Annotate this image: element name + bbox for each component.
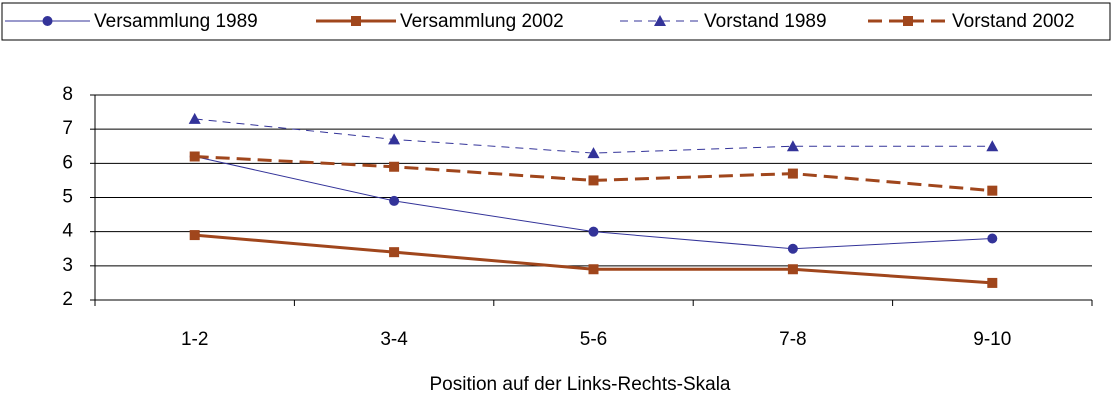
x-tick-label: 5-6 [580,329,607,350]
data-point [587,147,600,159]
data-point [588,264,599,275]
series-line [194,118,993,154]
data-point [389,247,400,258]
legend-label: Versammlung 1989 [94,11,258,32]
legend-label: Vorstand 2002 [952,11,1075,32]
data-point [787,243,798,254]
y-tick-label: 8 [62,84,73,105]
data-point [987,185,998,196]
y-tick-label: 6 [62,152,73,173]
series-line [194,155,993,193]
data-point [986,140,999,152]
legend-box [1,2,1111,41]
data-point [987,277,998,288]
x-tick-label: 7-8 [779,329,806,350]
data-point [588,226,599,237]
data-point [388,133,401,145]
data-point [189,151,200,162]
y-tick-label: 4 [62,221,73,242]
legend-marker [42,16,53,26]
data-point [389,161,400,172]
data-point [987,233,998,244]
data-point [189,230,200,241]
y-tick-label: 3 [62,255,73,276]
data-point [389,195,400,206]
y-tick-label: 2 [62,289,73,310]
data-point [588,175,599,186]
x-tick-label: 9-10 [973,329,1011,350]
legend-label: Versammlung 2002 [400,11,564,32]
data-point [188,112,201,124]
x-tick-label: 3-4 [380,329,408,350]
x-tick-label: 1-2 [181,329,208,350]
data-point [787,168,798,179]
legend-marker [903,16,913,26]
x-axis-label: Position auf der Links-Rechts-Skala [430,374,731,395]
legend-marker [654,15,666,26]
legend-label: Vorstand 1989 [704,11,827,32]
series-line [194,233,993,285]
data-point [786,140,799,152]
y-tick-label: 7 [62,118,73,139]
y-tick-label: 5 [62,187,73,208]
legend-marker [351,16,361,26]
data-point [787,264,798,275]
